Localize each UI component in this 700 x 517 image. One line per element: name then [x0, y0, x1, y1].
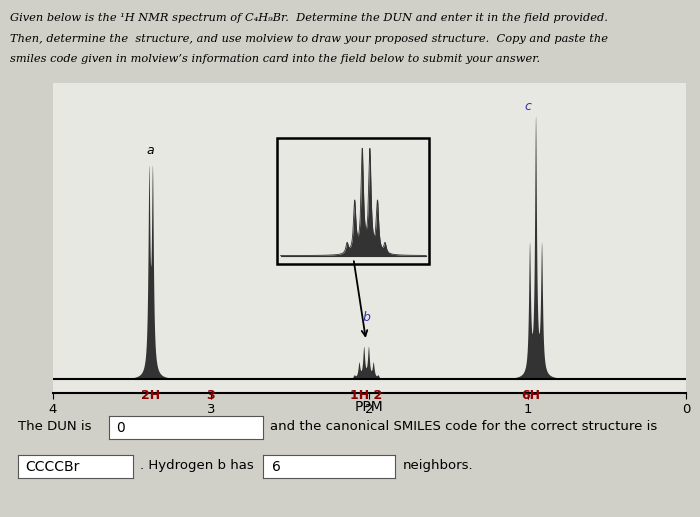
Text: 6: 6 — [272, 460, 281, 474]
Text: a: a — [147, 144, 155, 157]
Text: Then, determine the  structure, and use molview to draw your proposed structure.: Then, determine the structure, and use m… — [10, 34, 608, 43]
Text: 0: 0 — [116, 421, 125, 435]
Text: smiles code given in molview’s information card into the field below to submit y: smiles code given in molview’s informati… — [10, 54, 540, 64]
Text: The DUN is: The DUN is — [18, 420, 91, 433]
Text: Given below is the ¹H NMR spectrum of C₄H₉Br.  Determine the DUN and enter it in: Given below is the ¹H NMR spectrum of C₄… — [10, 13, 608, 23]
Text: and the canonical SMILES code for the correct structure is: and the canonical SMILES code for the co… — [270, 420, 657, 433]
Text: 6H: 6H — [522, 389, 540, 402]
Text: 2H: 2H — [141, 389, 160, 402]
Text: neighbors.: neighbors. — [402, 459, 473, 472]
Text: 3: 3 — [206, 389, 215, 402]
Text: b: b — [362, 311, 370, 324]
Text: PPM: PPM — [355, 400, 384, 414]
Text: . Hydrogen b has: . Hydrogen b has — [140, 459, 253, 472]
Bar — [277, 138, 429, 264]
Text: CCCCBr: CCCCBr — [26, 460, 80, 474]
Text: c: c — [524, 100, 531, 113]
Text: 1H 2: 1H 2 — [350, 389, 382, 402]
